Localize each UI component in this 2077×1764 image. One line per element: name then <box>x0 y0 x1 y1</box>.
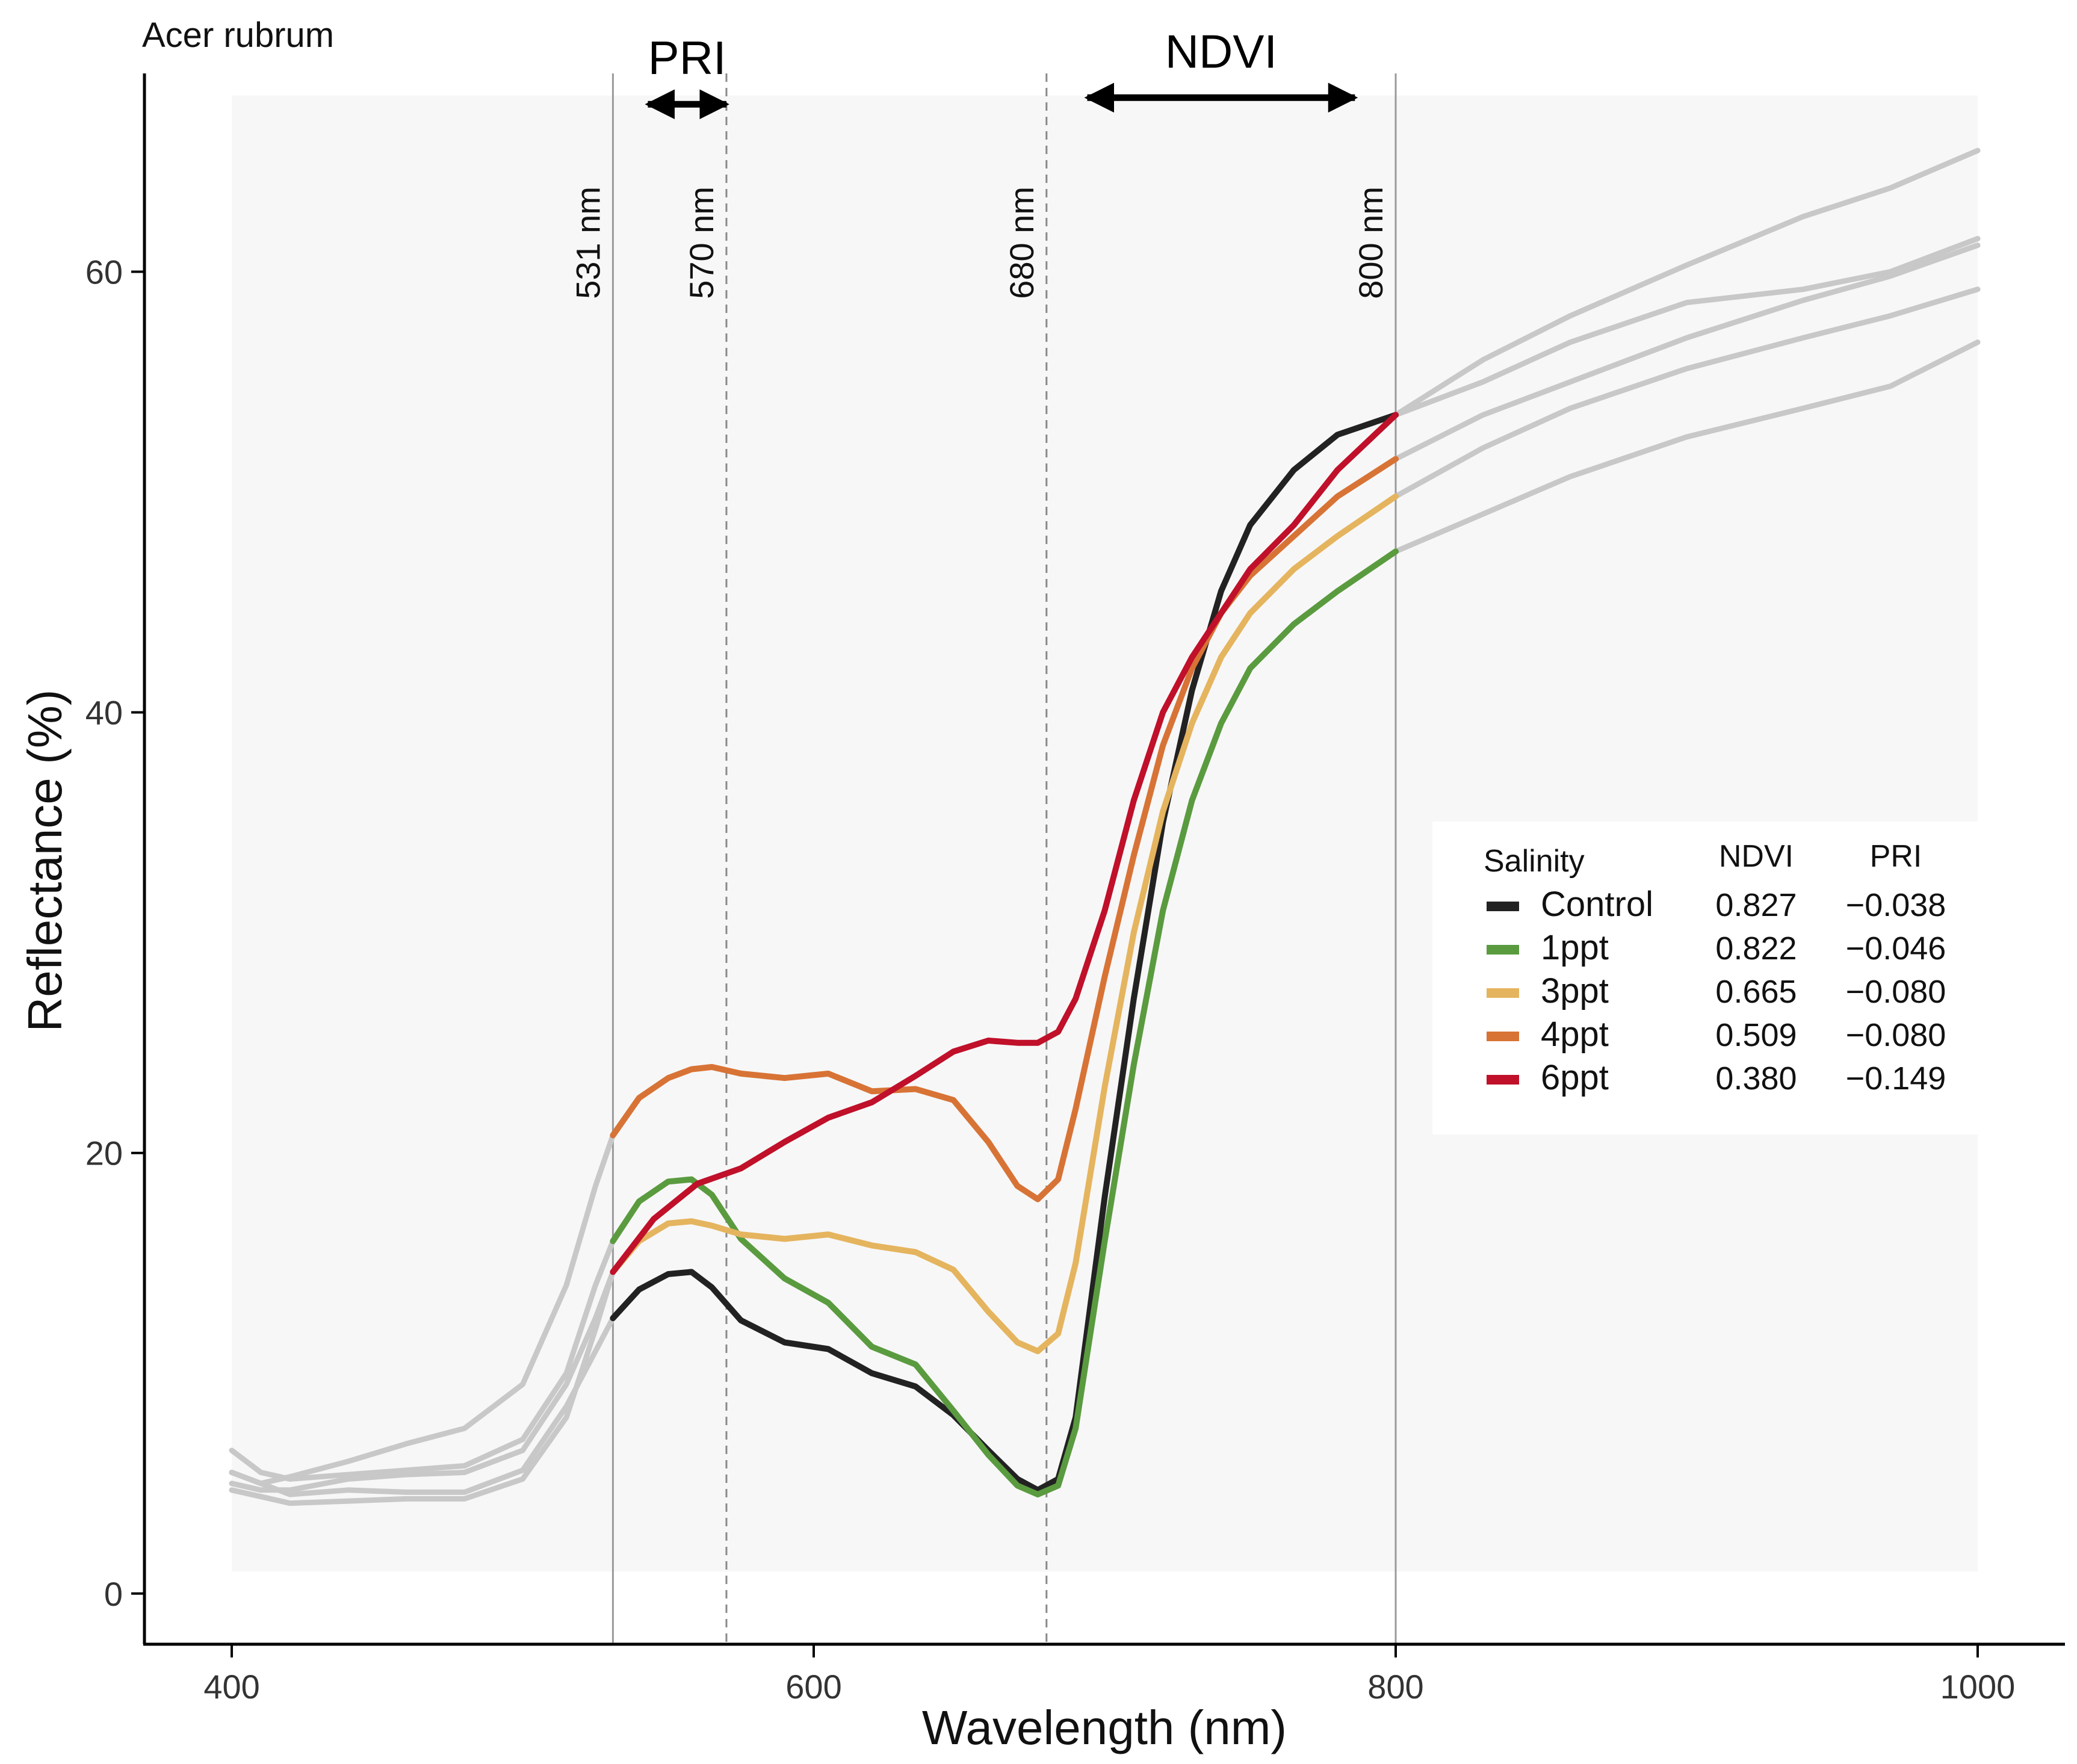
x-tick-label-800: 800 <box>1367 1668 1423 1706</box>
series-1ppt-gray-right <box>1393 339 1981 554</box>
series-4ppt-gray-right <box>1393 243 1981 462</box>
legend-ndvi-1ppt: 0.822 <box>1715 930 1797 967</box>
legend-label-1ppt: 1ppt <box>1541 928 1609 967</box>
legend-label-control: Control <box>1541 885 1653 924</box>
legend-label-3ppt: 3ppt <box>1541 971 1609 1010</box>
chart-title: Acer rubrum <box>142 16 334 55</box>
legend-ndvi-6ppt: 0.380 <box>1715 1060 1797 1097</box>
series-3ppt-gray-right <box>1393 286 1981 500</box>
legend-pri-control: −0.038 <box>1846 887 1946 923</box>
legend: Salinity NDVI PRI Control 0.827 −0.038 1ppt… <box>1432 822 1986 1134</box>
legend-title: Salinity <box>1484 844 1585 879</box>
legend-col-pri: PRI <box>1870 839 1922 874</box>
series-control-line <box>610 412 1399 1493</box>
reference-label-570: 570 nm <box>683 187 720 299</box>
x-tick-label-600: 600 <box>785 1668 841 1706</box>
series-6ppt-gray-right <box>1393 236 1981 418</box>
series-1ppt-gray-left <box>229 1238 616 1482</box>
legend-background <box>1432 822 1986 1134</box>
legend-ndvi-control: 0.827 <box>1715 887 1797 923</box>
legend-pri-1ppt: −0.046 <box>1846 930 1946 967</box>
series-control-gray-right <box>1393 147 1981 418</box>
legend-pri-4ppt: −0.080 <box>1846 1017 1946 1053</box>
ndvi-label: NDVI <box>1165 25 1277 78</box>
y-tick-label-60: 60 <box>85 253 123 291</box>
reference-label-531: 531 nm <box>569 187 607 299</box>
y-tick-label-20: 20 <box>85 1134 123 1172</box>
x-tick-label-1000: 1000 <box>1940 1668 2016 1706</box>
series-6ppt-gray-left <box>229 1269 616 1493</box>
series-1ppt-line <box>610 548 1399 1498</box>
legend-label-6ppt: 6ppt <box>1541 1058 1609 1097</box>
x-tick-label-400: 400 <box>203 1668 259 1706</box>
legend-pri-3ppt: −0.080 <box>1846 974 1946 1010</box>
legend-ndvi-3ppt: 0.665 <box>1715 974 1797 1010</box>
y-tick-label-0: 0 <box>104 1575 123 1613</box>
series-3ppt-line <box>610 493 1399 1355</box>
y-tick-label-40: 40 <box>85 694 123 732</box>
legend-label-4ppt: 4ppt <box>1541 1015 1609 1054</box>
series-4ppt-gray-left <box>229 1132 616 1487</box>
legend-ndvi-4ppt: 0.509 <box>1715 1017 1797 1053</box>
legend-col-ndvi: NDVI <box>1719 839 1794 874</box>
reference-label-680: 680 nm <box>1003 187 1041 299</box>
reference-label-800: 800 nm <box>1352 187 1390 299</box>
series-6ppt-line <box>610 412 1399 1275</box>
y-axis-label: Reflectance (%) <box>18 689 72 1032</box>
x-axis-label: Wavelength (nm) <box>922 1701 1287 1754</box>
series-3ppt-gray-left <box>229 1269 616 1506</box>
legend-pri-6ppt: −0.149 <box>1846 1060 1946 1097</box>
pri-label: PRI <box>648 31 726 84</box>
